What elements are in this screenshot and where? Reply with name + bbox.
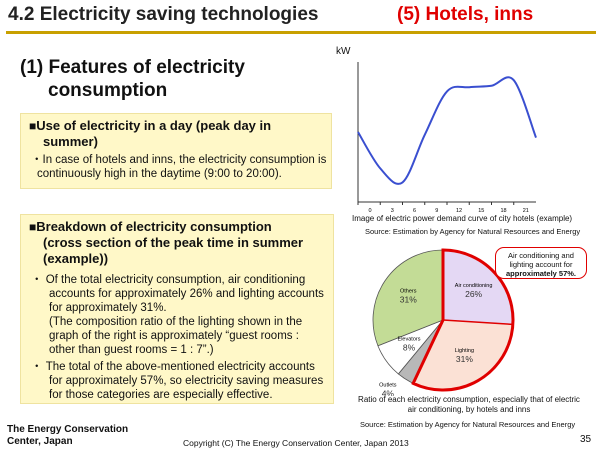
daily-usage-heading-line1: Use of electricity in a day (peak day in [36,118,272,133]
breakdown-p2-line3: for those categories are especially effe… [49,389,273,401]
square-bullet-icon: ■ [29,220,37,234]
breakdown-p1-line4: (The composition ratio of the lighting s… [49,316,303,328]
page-number: 35 [580,434,592,445]
footer-organization: The Energy Conservation Center, Japan [7,424,128,448]
line-chart-x-tick-label: 15 [478,208,484,214]
pie-chart-source: Source: Estimation by Agency for Natural… [360,420,576,429]
breakdown-heading-line1: Breakdown of electricity consumption [36,219,272,234]
demand-curve-chart: 0 3 6 9 12 15 18 21 [357,62,537,214]
pie-category-label: Air conditioning [455,283,493,289]
pie-category-label: Others [400,288,417,294]
breakdown-paragraph-2: ・ The total of the above-mentioned elect… [31,360,329,402]
pie-highlight-outline [411,248,515,392]
pie-callout: Air conditioning and lighting account fo… [495,247,587,279]
daily-usage-text-line1: ・In case of hotels and inns, the electri… [31,154,327,166]
consumption-pie-chart: Air conditioning26%Lighting31%Outlets4%E… [372,248,515,396]
slide-title: 4.2 Electricity saving technologies [8,4,319,25]
daily-usage-text-line2: continuously high in the daytime (9:00 t… [37,168,282,180]
header-divider [6,31,596,34]
line-chart-x-tick-label: 18 [500,208,506,214]
pie-category-label: Outlets [379,382,397,388]
section-heading-line2: consumption [48,80,168,101]
breakdown-heading-line3: (example)) [43,251,109,266]
breakdown-p1-line6: other than guest rooms = 1 : 7”.) [49,344,214,356]
section-heading: (1) Features of electricity consumption [20,56,330,102]
breakdown-box: ■Breakdown of electricity consumption (c… [20,214,334,404]
pie-caption-line2: air conditioning, by hotels and inns [407,405,531,414]
footer-copyright: Copyright (C) The Energy Conservation Ce… [183,438,409,448]
pie-category-label: Lighting [455,348,474,354]
pie-callout-line2: lighting account for [509,260,573,269]
pie-callout-line3: approximately 57%. [505,269,577,278]
daily-usage-heading: ■Use of electricity in a day (peak day i… [27,118,331,150]
breakdown-p2-line2: for approximately 57%, so electricity sa… [49,375,324,387]
daily-usage-heading-line2: summer) [43,134,98,149]
daily-usage-box: ■Use of electricity in a day (peak day i… [20,113,332,189]
line-chart-caption: Image of electric power demand curve of … [352,214,573,223]
line-chart-x-tick-label: 12 [456,208,462,214]
line-chart-x-tick-label: 21 [523,208,529,214]
breakdown-p1-line3: for approximately 31%. [49,302,167,314]
breakdown-heading: ■Breakdown of electricity consumption (c… [27,219,333,267]
line-chart-x-tick-label: 0 [368,208,371,214]
line-chart-x-tick-label: 3 [391,208,394,214]
pie-callout-line1: Air conditioning and [508,251,574,260]
breakdown-p1-line5: graph of the right is approximately “gue… [49,330,299,342]
breakdown-heading-line2: (cross section of the peak time in summe… [43,235,304,250]
footer-org-line1: The Energy Conservation [7,424,129,435]
breakdown-p1-line1: ・ Of the total electricity consumption, … [31,274,306,286]
pie-value-label: 26% [465,289,482,299]
pie-category-label: Elevators [398,337,421,343]
pie-caption-line1: Ratio of each electricity consumption, e… [358,395,580,404]
breakdown-p2-line1: ・ The total of the above-mentioned elect… [31,361,315,373]
pie-highlight-divider [442,319,513,326]
line-chart-x-tick-label: 9 [435,208,438,214]
section-heading-line1: (1) Features of electricity [20,57,245,78]
pie-chart-caption: Ratio of each electricity consumption, e… [353,395,585,415]
line-chart-series-line [357,76,537,185]
breakdown-paragraph-1: ・ Of the total electricity consumption, … [31,273,329,357]
pie-value-label: 31% [400,294,417,304]
daily-usage-text: ・In case of hotels and inns, the electri… [31,153,327,181]
pie-value-label: 31% [456,354,473,364]
line-chart-source: Source: Estimation by Agency for Natural… [365,227,581,236]
breakdown-p1-line2: accounts for approximately 26% and light… [49,288,324,300]
pie-value-label: 8% [403,343,416,353]
line-chart-x-tick-label: 6 [413,208,416,214]
pie-value-label: 4% [382,388,395,396]
square-bullet-icon: ■ [29,119,37,133]
slide-subtitle: (5) Hotels, inns [397,4,534,25]
pie-slice [372,249,444,347]
footer-org-line2: Center, Japan [7,436,73,447]
line-chart-ylabel: kW [336,46,351,57]
